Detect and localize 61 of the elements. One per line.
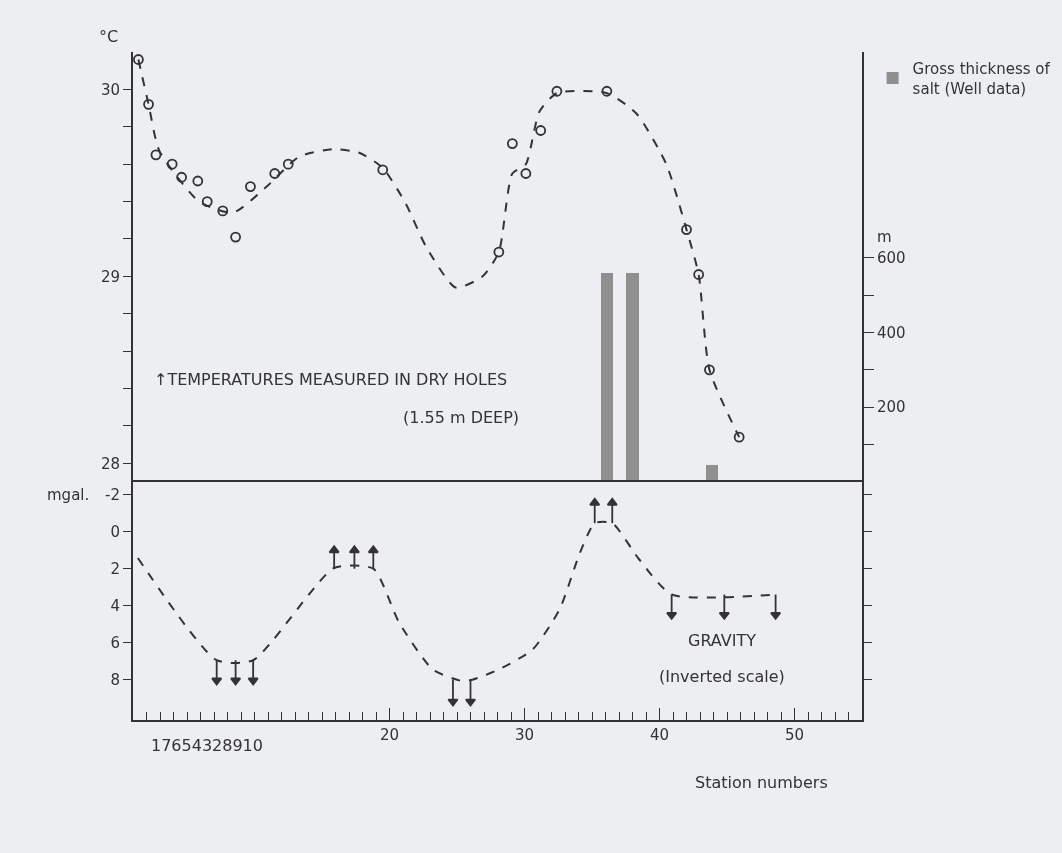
y-tick-label: 2 xyxy=(110,559,120,578)
point xyxy=(551,85,563,97)
point xyxy=(230,677,242,686)
annotation: (1.55 m DEEP) xyxy=(403,408,520,427)
x-tick-label: 30 xyxy=(514,726,535,744)
y-axis-title: °C xyxy=(99,27,119,46)
point xyxy=(133,54,144,65)
point xyxy=(245,181,256,193)
point xyxy=(681,224,692,236)
point xyxy=(247,677,259,686)
y-tick-label: 6 xyxy=(110,633,120,652)
point xyxy=(606,497,618,506)
point xyxy=(143,98,154,110)
point xyxy=(493,246,505,258)
point xyxy=(589,497,601,506)
x-tick-label: 40 xyxy=(649,726,670,744)
y-tick-label: 28 xyxy=(100,454,120,473)
y-axis-title: mgal. xyxy=(47,486,90,504)
x-tick-label: 50 xyxy=(784,726,805,744)
point xyxy=(520,168,532,179)
y-tick-label: 4 xyxy=(110,596,120,615)
point xyxy=(377,164,389,176)
y-tick-label: 30 xyxy=(100,80,120,99)
y-tick-label: 29 xyxy=(100,267,120,286)
point xyxy=(601,85,613,97)
point xyxy=(704,364,715,376)
legend-label: Gross thickness of salt (Well data) xyxy=(912,60,1051,98)
y2-tick-label: 400 xyxy=(877,323,906,342)
point xyxy=(166,158,178,170)
text: 17654328910 xyxy=(151,736,263,755)
point xyxy=(718,611,730,620)
annotation: (Inverted scale) xyxy=(659,667,785,686)
point xyxy=(367,545,379,554)
point xyxy=(733,431,745,443)
y2-axis-title: m xyxy=(877,228,892,246)
point xyxy=(282,158,294,170)
point xyxy=(201,196,213,207)
point xyxy=(348,545,360,554)
y2-tick-label: 600 xyxy=(877,248,906,267)
point xyxy=(506,138,518,150)
point xyxy=(328,545,340,554)
point xyxy=(535,125,547,136)
y2-tick-label: 200 xyxy=(877,398,906,417)
point xyxy=(150,149,162,161)
x-axis-title: Station numbers xyxy=(695,773,828,792)
point xyxy=(269,168,281,179)
x-tick-label: 20 xyxy=(379,726,400,744)
point xyxy=(770,611,782,620)
point xyxy=(217,205,229,217)
point xyxy=(693,269,705,280)
point xyxy=(192,175,204,187)
point xyxy=(176,171,187,183)
point xyxy=(447,698,459,707)
point xyxy=(666,611,678,620)
y-tick-label: 0 xyxy=(110,523,120,542)
annotation: ↑TEMPERATURES MEASURED IN DRY HOLES xyxy=(154,370,508,389)
point xyxy=(211,677,223,686)
point xyxy=(230,231,241,243)
y-tick-label: 8 xyxy=(110,670,120,689)
y-tick-label: -2 xyxy=(105,486,120,505)
annotation: GRAVITY xyxy=(688,631,757,650)
